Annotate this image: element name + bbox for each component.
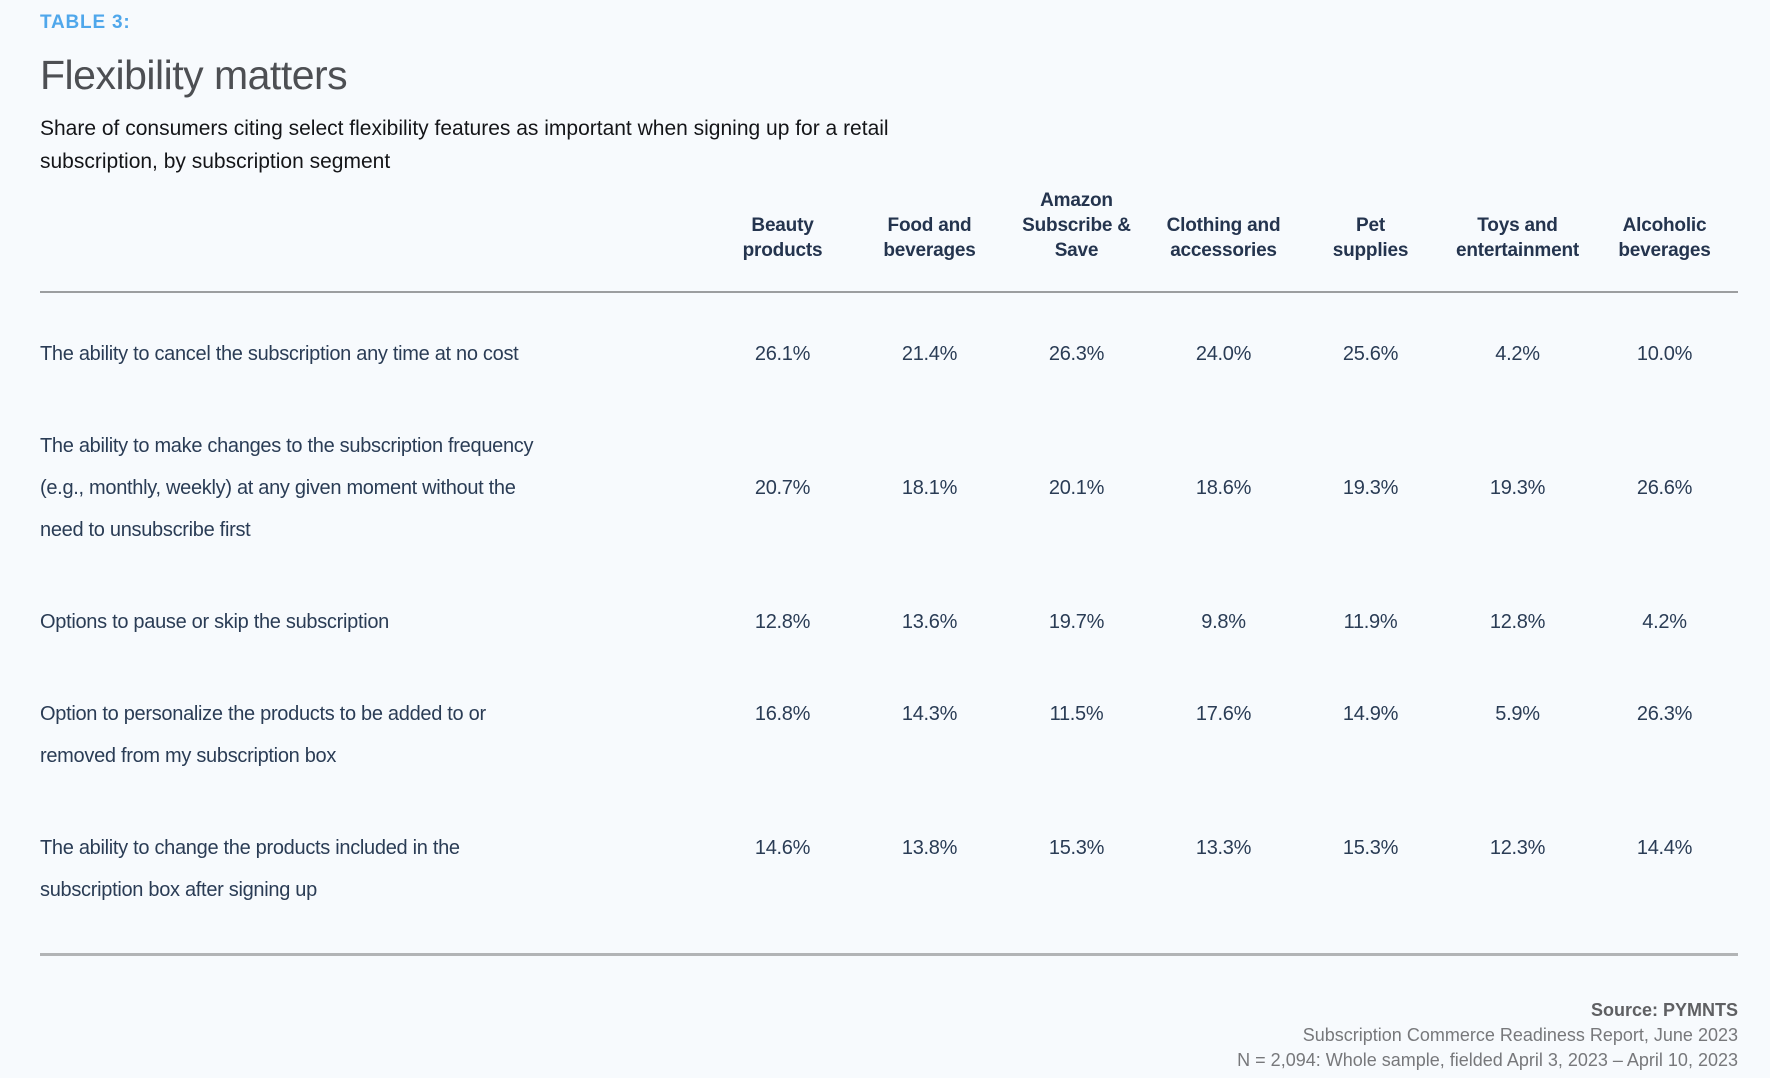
cell-value: 26.1% xyxy=(754,343,811,365)
cell-value: 15.3% xyxy=(1342,837,1399,859)
cell-value: 12.8% xyxy=(1489,611,1546,633)
row-label: The ability to change the products inclu… xyxy=(40,837,460,901)
cell-value: 14.3% xyxy=(901,703,958,725)
cell-value: 9.8% xyxy=(1201,611,1246,633)
table-row: Option to personalize the products to be… xyxy=(40,668,1738,802)
source-label: Source: PYMNTS xyxy=(1590,1000,1738,1020)
column-header: Toys and entertainment xyxy=(1455,215,1580,261)
cell-value: 12.8% xyxy=(754,611,811,633)
table-row: The ability to cancel the subscription a… xyxy=(40,292,1738,400)
cell-value: 26.3% xyxy=(1636,703,1693,725)
cell-value: 13.8% xyxy=(901,837,958,859)
table-kicker: TABLE 3: xyxy=(40,12,131,33)
cell-value: 18.1% xyxy=(901,477,958,499)
cell-value: 25.6% xyxy=(1342,343,1399,365)
cell-value: 4.2% xyxy=(1495,343,1540,365)
cell-value: 17.6% xyxy=(1195,703,1252,725)
cell-value: 19.7% xyxy=(1048,611,1105,633)
cell-value: 5.9% xyxy=(1495,703,1540,725)
column-header-row: Beauty products Food and beverages Amazo… xyxy=(40,188,1738,292)
column-header: Clothing and accessories xyxy=(1166,215,1281,261)
cell-value: 10.0% xyxy=(1636,343,1693,365)
cell-value: 26.3% xyxy=(1048,343,1105,365)
cell-value: 4.2% xyxy=(1642,611,1687,633)
cell-value: 14.6% xyxy=(754,837,811,859)
table-row: The ability to change the products inclu… xyxy=(40,802,1738,955)
row-label: Options to pause or skip the subscriptio… xyxy=(40,611,390,633)
table-row: Options to pause or skip the subscriptio… xyxy=(40,576,1738,668)
cell-value: 20.1% xyxy=(1048,477,1105,499)
column-header: Food and beverages xyxy=(883,215,976,261)
cell-value: 11.5% xyxy=(1049,703,1104,725)
column-header: Alcoholic beverages xyxy=(1618,215,1711,261)
cell-value: 11.9% xyxy=(1343,611,1398,633)
cell-value: 26.6% xyxy=(1636,477,1693,499)
row-label: The ability to make changes to the subsc… xyxy=(40,435,534,541)
cell-value: 21.4% xyxy=(901,343,958,365)
cell-value: 18.6% xyxy=(1195,477,1252,499)
page-subtitle: Share of consumers citing select flexibi… xyxy=(40,117,889,173)
cell-value: 13.3% xyxy=(1195,837,1252,859)
cell-value: 24.0% xyxy=(1195,343,1252,365)
row-label-header xyxy=(40,188,709,292)
flexibility-table: Beauty products Food and beverages Amazo… xyxy=(40,188,1738,956)
cell-value: 12.3% xyxy=(1489,837,1546,859)
report-name: Subscription Commerce Readiness Report, … xyxy=(1302,1025,1738,1045)
column-header: Beauty products xyxy=(742,215,823,261)
cell-value: 16.8% xyxy=(754,703,811,725)
sample-note: N = 2,094: Whole sample, fielded April 3… xyxy=(1237,1050,1738,1070)
cell-value: 15.3% xyxy=(1048,837,1105,859)
table-row: The ability to make changes to the subsc… xyxy=(40,400,1738,576)
source-footer: Source: PYMNTS Subscription Commerce Rea… xyxy=(40,998,1738,1073)
cell-value: 14.9% xyxy=(1342,703,1399,725)
cell-value: 19.3% xyxy=(1489,477,1546,499)
page-title: Flexibility matters xyxy=(40,52,348,98)
cell-value: 19.3% xyxy=(1342,477,1399,499)
cell-value: 13.6% xyxy=(901,611,958,633)
cell-value: 20.7% xyxy=(754,477,811,499)
cell-value: 14.4% xyxy=(1636,837,1693,859)
column-header: Pet supplies xyxy=(1332,215,1409,261)
column-header: Amazon Subscribe & Save xyxy=(1022,190,1131,261)
row-label: Option to personalize the products to be… xyxy=(40,703,486,767)
row-label: The ability to cancel the subscription a… xyxy=(40,343,519,365)
